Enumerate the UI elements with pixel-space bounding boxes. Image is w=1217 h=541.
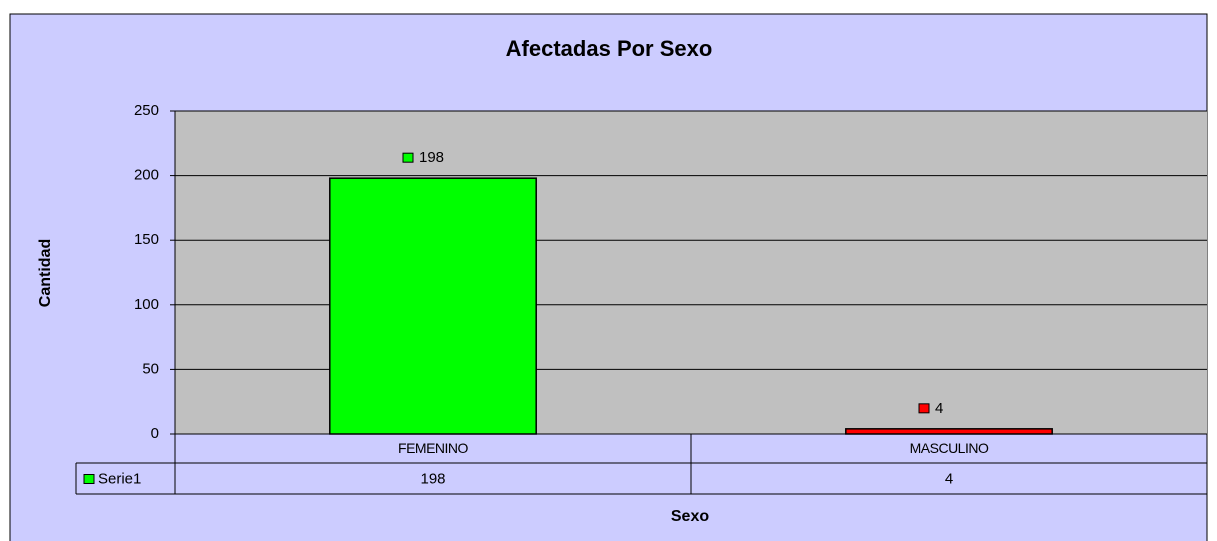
x-tick-label: MASCULINO — [910, 440, 989, 456]
data-label-key — [918, 403, 930, 414]
legend-key — [83, 474, 95, 484]
y-tick-label: 200 — [134, 167, 159, 184]
x-axis-title: Sexo — [671, 508, 709, 525]
y-tick-label: 150 — [134, 231, 159, 248]
y-tick-label: 0 — [151, 425, 159, 442]
legend-label: Serie1 — [98, 470, 141, 487]
x-tick-label: FEMENINO — [398, 440, 469, 456]
data-label: 198 — [419, 149, 444, 166]
y-tick-label: 50 — [142, 360, 159, 377]
y-tick-label: 250 — [134, 102, 159, 119]
bar — [329, 177, 537, 435]
data-label-key — [402, 152, 414, 163]
y-tick-label: 100 — [134, 296, 159, 313]
table-value: 4 — [945, 470, 953, 487]
table-value: 198 — [420, 470, 445, 487]
chart-title: Afectadas Por Sexo — [506, 36, 713, 61]
data-label: 4 — [935, 400, 943, 417]
bar — [845, 428, 1053, 435]
y-axis-title: Cantidad — [37, 239, 54, 307]
